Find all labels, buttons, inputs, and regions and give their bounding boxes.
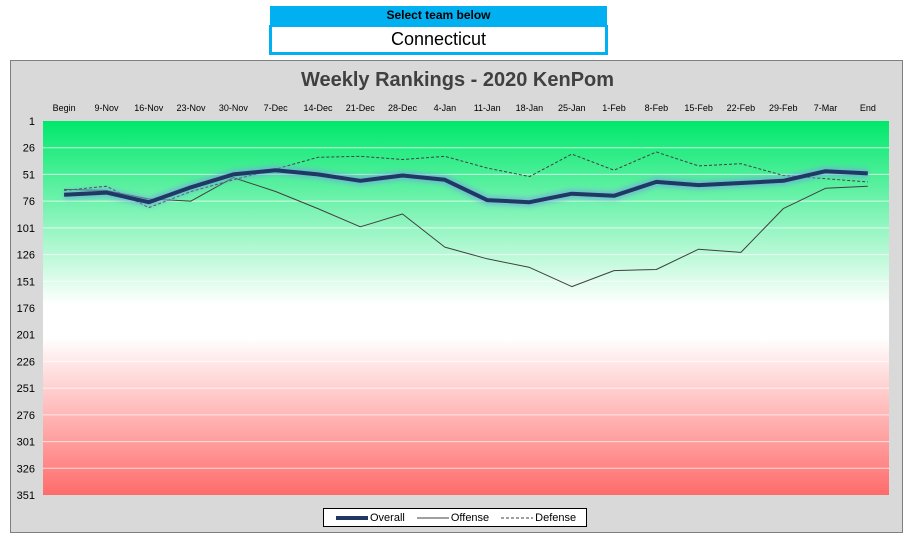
legend-swatch-defense xyxy=(501,517,534,518)
x-tick-label: 23-Nov xyxy=(177,103,207,113)
chart-legend: Overall Offense Defense xyxy=(323,508,587,527)
team-selector-dropdown[interactable]: Connecticut xyxy=(269,25,608,55)
legend-item-defense: Defense xyxy=(501,512,576,524)
y-tick-label: 126 xyxy=(17,250,35,262)
x-tick-label: 28-Dec xyxy=(388,103,418,113)
rankings-chart: 1 26 51 76 101 126 151 176 201 226 251 276 301 326 351… xyxy=(10,60,903,533)
y-tick-label: 151 xyxy=(17,276,35,288)
y-tick-label: 226 xyxy=(17,356,35,368)
team-selector-header: Select team below xyxy=(270,6,607,25)
y-tick-label: 351 xyxy=(17,490,35,502)
x-tick-label: 9-Nov xyxy=(94,103,119,113)
y-tick-label: 326 xyxy=(17,463,35,475)
x-axis-tick-labels: Begin 9-Nov 16-Nov 23-Nov 30-Nov 7-Dec 14-Dec 2… xyxy=(53,103,876,113)
x-tick-label: Begin xyxy=(53,103,76,113)
x-tick-label: 8-Feb xyxy=(645,103,669,113)
y-tick-label: 26 xyxy=(23,143,35,155)
x-tick-label: 18-Jan xyxy=(516,103,544,113)
x-tick-label: 16-Nov xyxy=(134,103,164,113)
x-tick-label: 14-Dec xyxy=(303,103,333,113)
x-tick-label: 4-Jan xyxy=(434,103,457,113)
y-tick-label: 1 xyxy=(29,116,35,128)
x-tick-label: 15-Feb xyxy=(684,103,713,113)
legend-item-offense: Offense xyxy=(416,511,490,524)
legend-item-overall: Overall xyxy=(336,512,405,524)
x-tick-label: 25-Jan xyxy=(558,103,586,113)
y-tick-label: 251 xyxy=(17,383,35,395)
y-tick-label: 51 xyxy=(23,169,35,181)
x-tick-label: 22-Feb xyxy=(727,103,756,113)
y-tick-label: 76 xyxy=(23,196,35,208)
chart-canvas: 1265176101126151176201226251276301326351… xyxy=(17,103,889,502)
x-tick-label: 21-Dec xyxy=(346,103,376,113)
x-tick-label: 11-Jan xyxy=(474,103,501,113)
x-tick-label: 7-Mar xyxy=(814,103,838,113)
x-tick-label: 7-Dec xyxy=(264,103,289,113)
y-tick-label: 101 xyxy=(17,223,35,235)
y-tick-label: 276 xyxy=(17,410,35,422)
y-tick-label: 201 xyxy=(17,330,35,342)
y-tick-label: 176 xyxy=(17,303,35,315)
legend-swatch-overall xyxy=(336,515,368,520)
series-line-offense xyxy=(64,177,868,288)
legend-label-offense: Offense xyxy=(450,511,490,524)
chart-title: Weekly Rankings - 2020 KenPom xyxy=(300,69,615,91)
legend-swatch-offense xyxy=(416,517,449,518)
y-tick-label: 301 xyxy=(17,437,35,449)
series-line-overall xyxy=(64,168,868,205)
x-tick-label: 30-Nov xyxy=(219,103,249,113)
x-tick-label: 1-Feb xyxy=(602,103,626,113)
legend-label-defense: Defense xyxy=(535,511,577,524)
x-tick-label: 29-Feb xyxy=(769,103,798,113)
series-lines xyxy=(63,151,869,288)
legend-label-overall: Overall xyxy=(370,511,405,524)
x-tick-label: End xyxy=(860,103,876,113)
